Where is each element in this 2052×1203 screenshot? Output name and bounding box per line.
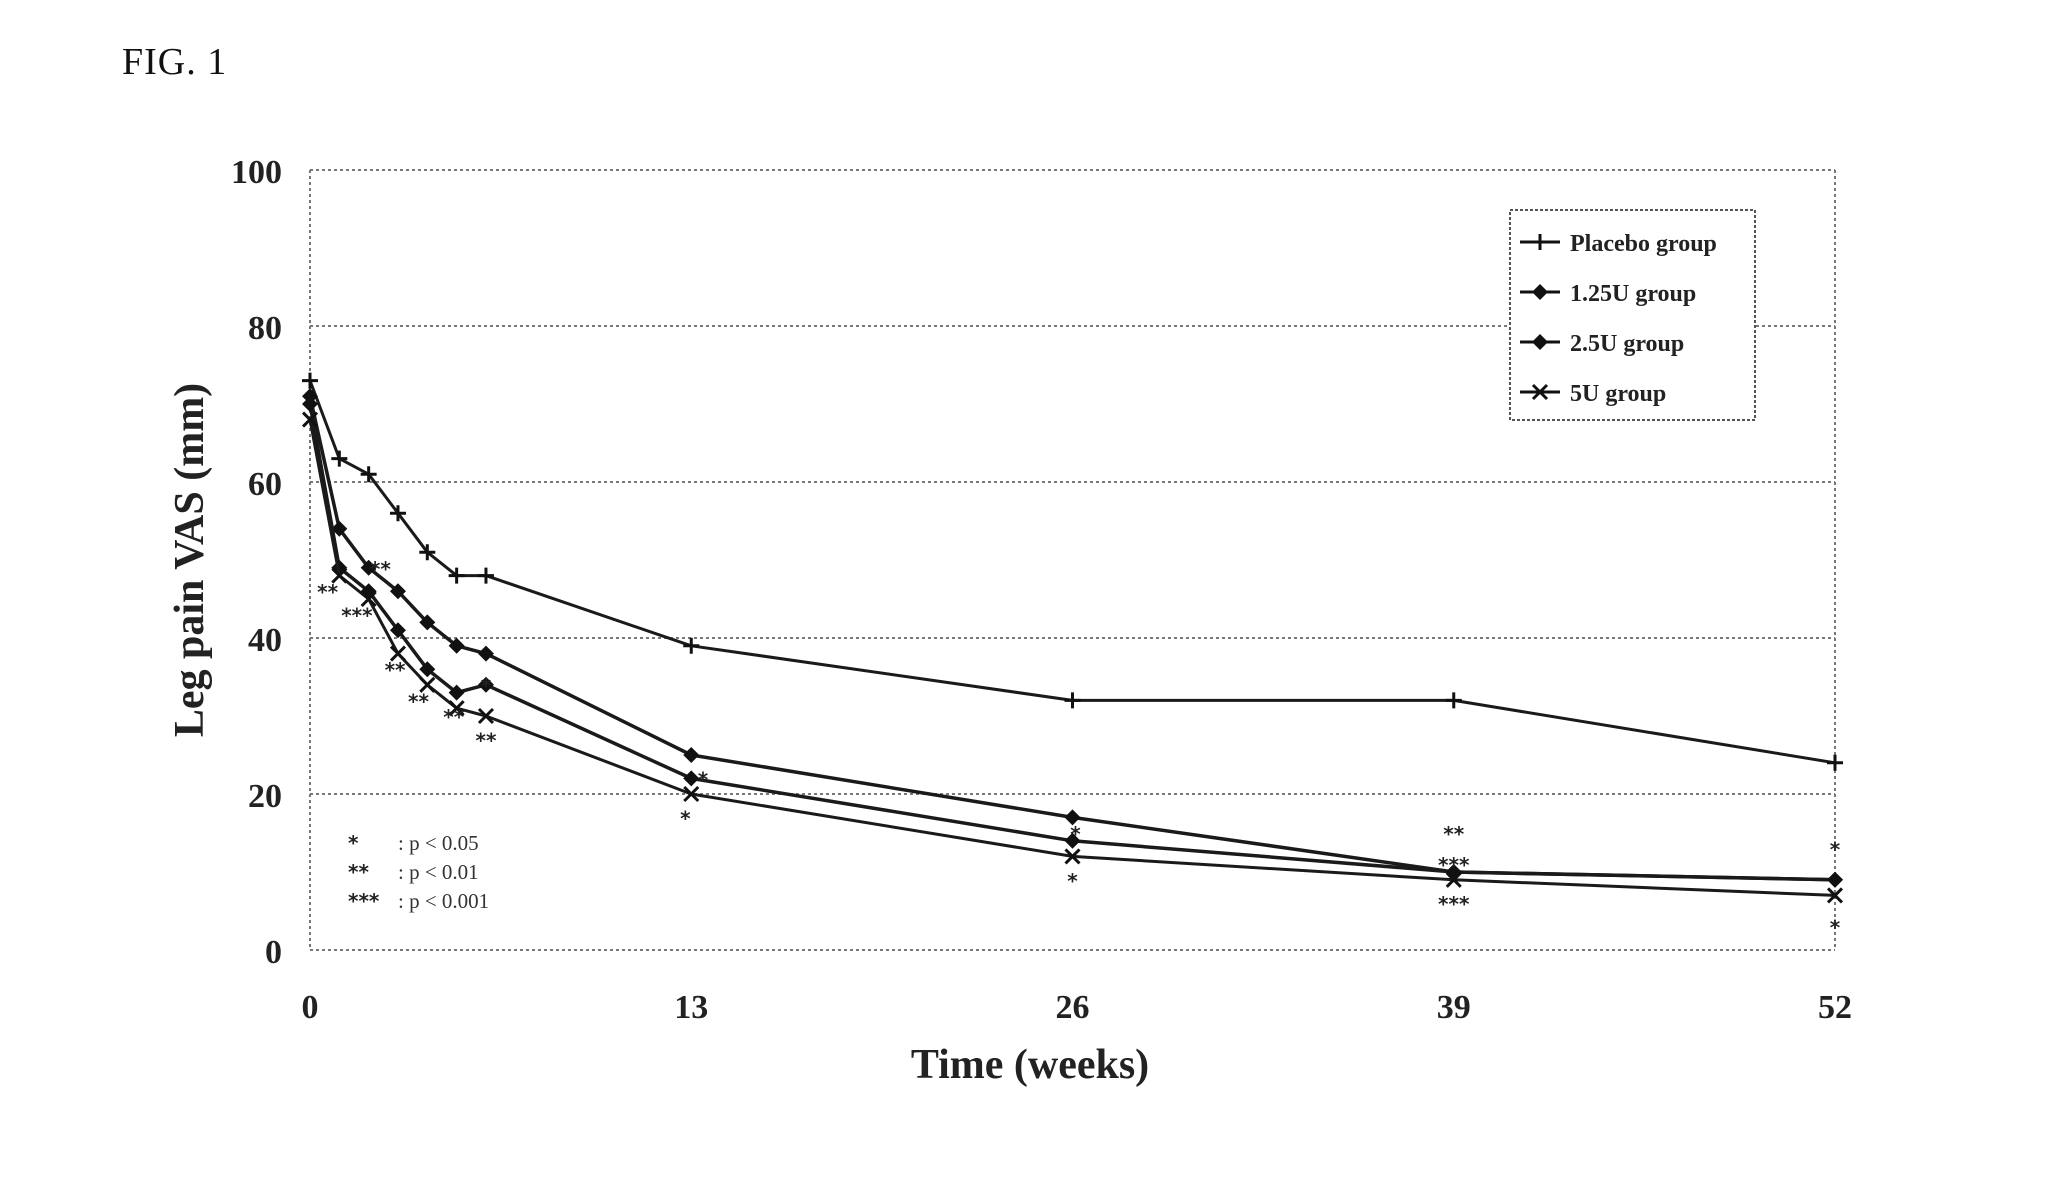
y-tick-60: 60 — [248, 466, 282, 503]
significance-mark: * — [680, 806, 691, 830]
y-tick-100: 100 — [231, 154, 282, 191]
significance-mark: *** — [1438, 853, 1470, 877]
significance-mark: *** — [341, 604, 373, 628]
data-point-s0 — [1446, 692, 1462, 708]
x-tick-13: 13 — [674, 989, 708, 1026]
legend-label-2: 2.5U group — [1570, 331, 1684, 357]
significance-mark: * — [1067, 869, 1078, 893]
data-point-s0 — [302, 373, 318, 389]
x-tick-26: 26 — [1056, 989, 1090, 1026]
legend: Placebo group 1.25U group 2.5U group 5U gro… — [1510, 210, 1755, 420]
x-tick-labels: 0 13 26 39 52 — [302, 989, 1853, 1026]
significance-mark: ** — [443, 705, 464, 729]
significance-mark: ** — [370, 557, 391, 581]
x-tick-0: 0 — [302, 989, 319, 1026]
y-tick-20: 20 — [248, 778, 282, 815]
significance-mark: ** — [476, 728, 497, 752]
data-point-s0 — [1827, 755, 1843, 771]
data-point-s0 — [683, 638, 699, 654]
significance-mark: ** — [317, 580, 338, 604]
data-point-s0 — [331, 451, 347, 467]
significance-mark: * — [1830, 916, 1841, 940]
y-tick-0: 0 — [265, 934, 282, 971]
y-tick-labels: 0 20 40 60 80 100 — [231, 154, 282, 971]
y-axis-title: Leg pain VAS (mm) — [167, 383, 213, 737]
significance-legend: * : p < 0.05 ** : p < 0.01 *** : p < 0.001 — [348, 831, 489, 913]
significance-mark: * — [1830, 838, 1841, 862]
sig-legend-label-2: : p < 0.001 — [398, 889, 489, 913]
legend-label-0: Placebo group — [1570, 231, 1717, 257]
legend-label-3: 5U group — [1570, 381, 1666, 407]
sig-legend-symbol-1: ** — [348, 860, 369, 884]
significance-mark: ** — [1443, 822, 1464, 846]
significance-mark: * — [481, 674, 492, 698]
x-tick-52: 52 — [1818, 989, 1852, 1026]
sig-legend-label-0: : p < 0.05 — [398, 831, 479, 855]
data-point-s1 — [478, 646, 494, 662]
series-0 — [302, 373, 1843, 771]
y-tick-40: 40 — [248, 622, 282, 659]
sig-legend-symbol-0: * — [348, 831, 359, 855]
significance-mark: * — [698, 767, 709, 791]
significance-mark: ** — [385, 658, 406, 682]
series-line-2 — [310, 404, 1835, 880]
y-tick-80: 80 — [248, 310, 282, 347]
sig-legend-label-1: : p < 0.01 — [398, 860, 479, 884]
data-point-s1 — [683, 747, 699, 763]
significance-mark: ** — [408, 689, 429, 713]
significance-mark: * — [1070, 822, 1081, 846]
data-point-s0 — [1065, 692, 1081, 708]
x-tick-39: 39 — [1437, 989, 1471, 1026]
data-point-s2 — [1827, 872, 1843, 888]
significance-mark: *** — [1438, 892, 1470, 916]
x-axis-title: Time (weeks) — [911, 1042, 1149, 1088]
significance-marks: ****************************** — [317, 557, 1841, 940]
legend-label-1: 1.25U group — [1570, 281, 1696, 307]
sig-legend-symbol-2: *** — [348, 889, 380, 913]
data-point-s0 — [478, 568, 494, 584]
